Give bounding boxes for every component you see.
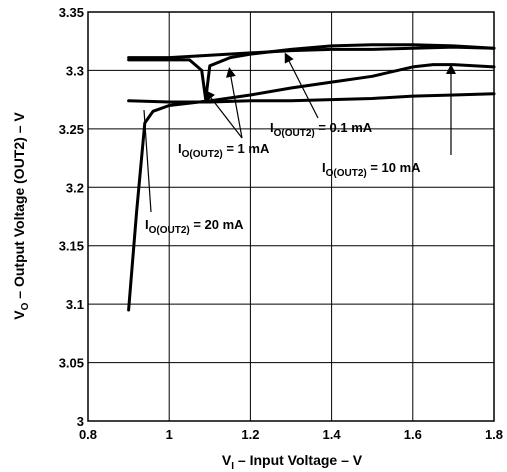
- x-tick-label: 0.8: [79, 427, 97, 442]
- leader-1ma-a: [204, 90, 243, 139]
- y-tick-label: 3.25: [59, 122, 84, 137]
- label-0p1ma: IO(OUT2) = 0.1 mA: [270, 120, 373, 139]
- x-tick-label: 1.6: [404, 427, 422, 442]
- series-line-10ma: [127, 92, 496, 104]
- y-tick-label: 3.3: [66, 63, 84, 78]
- y-tick-labels: 3 3.05 3.1 3.15 3.2 3.25 3.3 3.35: [59, 5, 84, 429]
- y-tick-label: 3.1: [66, 297, 84, 312]
- x-tick-labels: 0.8 1 1.2 1.4 1.6 1.8: [79, 427, 503, 442]
- series-line-0p1ma: [127, 45, 496, 60]
- series-line-20ma: [127, 63, 496, 312]
- y-tick-label: 3.2: [66, 180, 84, 195]
- y-tick-label: 3.05: [59, 356, 84, 371]
- y-tick-label: 3: [77, 414, 84, 429]
- x-axis-label: VI – Input Voltage – V: [222, 452, 363, 472]
- y-axis-label: VO – Output Voltage (OUT2) – V: [11, 112, 31, 320]
- series-group: [127, 43, 496, 312]
- x-tick-label: 1.8: [485, 427, 503, 442]
- plot-frame: [87, 11, 495, 422]
- label-20ma: IO(OUT2) = 20 mA: [145, 217, 244, 236]
- x-tick-label: 1: [166, 427, 173, 442]
- label-10ma: IO(OUT2) = 10 mA: [322, 160, 421, 179]
- y-tick-label: 3.35: [59, 5, 84, 20]
- leader-0p1ma: [284, 52, 319, 119]
- leader-1ma-b: [225, 67, 243, 139]
- label-1ma: IO(OUT2) = 1 mA: [178, 141, 270, 160]
- x-tick-label: 1.2: [241, 427, 259, 442]
- series-line-1ma: [127, 43, 496, 102]
- leader-20ma: [143, 109, 152, 213]
- grid-lines: [87, 11, 495, 422]
- y-tick-label: 3.15: [59, 239, 84, 254]
- x-tick-label: 1.4: [323, 427, 342, 442]
